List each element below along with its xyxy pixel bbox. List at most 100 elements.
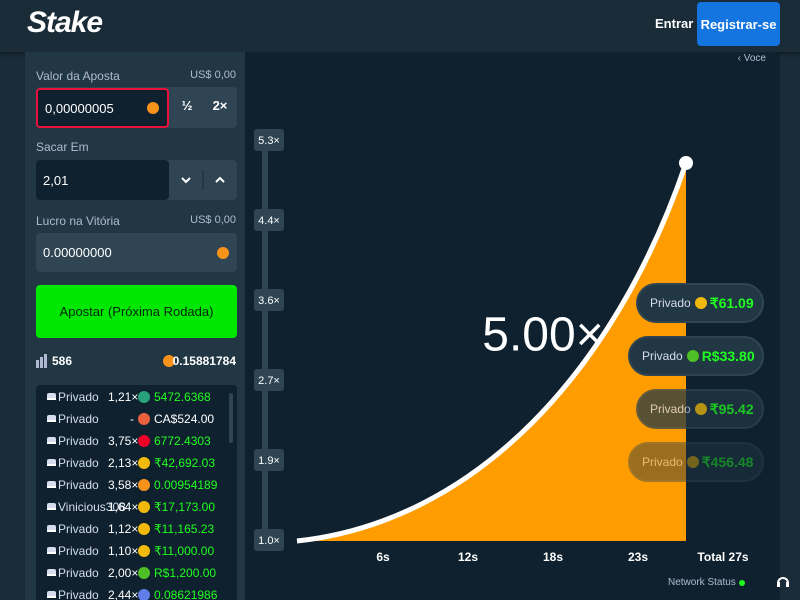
bet-multiplier: 1,10× <box>108 544 139 558</box>
logo[interactable]: Stake <box>27 6 103 39</box>
cashout-bubble: Privado ₹95.42 <box>636 389 764 429</box>
coin-icon <box>163 355 175 367</box>
bet-multiplier: 2,44× <box>108 588 139 600</box>
headset-icon[interactable] <box>776 574 790 588</box>
bet-amount: 0.08621986 <box>154 588 218 600</box>
currency-icon <box>694 403 707 415</box>
profit-label: Lucro na Vitória <box>36 214 120 228</box>
y-label-box <box>254 449 284 471</box>
user-icon <box>47 481 56 488</box>
bet-row: Privado 2,00× R$1,200.00 <box>44 562 237 584</box>
y-label-box <box>254 529 284 551</box>
currency-icon <box>694 297 707 309</box>
user-icon <box>47 591 56 598</box>
y-label: 1.9× <box>258 455 280 467</box>
cashout-label: Sacar Em <box>36 140 89 154</box>
user-icon <box>47 525 56 532</box>
cashout-arrows[interactable] <box>169 160 237 200</box>
bet-row: Privado 1,21× 5472.6368 <box>44 386 237 408</box>
x-label: 12s <box>458 550 478 564</box>
bet-multiplier: 2,13× <box>108 456 139 470</box>
cashout-bubble: Privado R$33.80 <box>628 336 764 376</box>
user-icon <box>47 459 56 466</box>
network-status: Network Status <box>668 577 736 588</box>
multiplier: 5.00× <box>482 309 603 362</box>
header: Stake Entrar Registrar-se <box>0 0 800 52</box>
cashout-user: Privado <box>650 402 691 416</box>
profit-field: 0.00000000 <box>36 233 237 272</box>
bet-amount-input[interactable]: 0,00000005 <box>36 88 169 128</box>
cashout-bubble: Privado ₹61.09 <box>636 283 764 323</box>
user-icon <box>47 547 56 554</box>
bet-amount: 0.00954189 <box>154 478 218 492</box>
back-link[interactable]: ‹ Voce <box>737 53 766 64</box>
login-button[interactable]: Entrar <box>655 16 694 31</box>
register-button[interactable]: Registrar-se <box>697 2 780 46</box>
x-label: 6s <box>376 550 390 564</box>
x-label: 18s <box>543 550 563 564</box>
cashout-amount: ₹61.09 <box>709 294 754 311</box>
y-label-box <box>254 209 284 231</box>
double-button[interactable]: 2× <box>212 98 228 113</box>
bet-multiplier: 1,21× <box>108 390 139 404</box>
bet-row: Privado 2,44× 0.08621986 <box>44 584 237 600</box>
x-label: 23s <box>628 550 648 564</box>
cashout-bubble: Privado ₹456.48 <box>628 442 764 482</box>
players-icon <box>36 354 47 368</box>
crash-graph: 5.00× 5.3× 4.4× 3.6× 2.7× 1.9× 1.0× 6s 12s 18s 23… <box>254 129 749 564</box>
bet-amount: CA$524.00 <box>154 412 215 426</box>
currency-icon <box>138 545 150 557</box>
total-bet: 0.15881784 <box>172 354 236 368</box>
bet-amount: ₹11,165.23 <box>154 522 215 536</box>
currency-icon <box>138 479 150 491</box>
half-button[interactable]: ½ <box>181 98 193 113</box>
bets-list: Privado 1,21× 5472.6368 Privado - CA$524.00 Pr… <box>36 385 237 600</box>
currency-icon <box>138 435 150 447</box>
currency-icon <box>138 589 150 600</box>
bet-user: Privado <box>58 456 99 470</box>
game-area: ‹ Voce 5.00× 5.3× 4.4× 3.6× 2.7× 1.9× 1.0× 6s 1… <box>245 52 780 600</box>
bet-row: Vinicious308 1,64× ₹17,173.00 <box>44 496 237 518</box>
bet-button[interactable]: Apostar (Próxima Rodada) <box>36 285 237 338</box>
cashout-value: 2,01 <box>43 172 69 188</box>
coin-icon <box>147 102 159 114</box>
user-icon <box>47 569 56 576</box>
status-dot <box>739 580 745 586</box>
bet-amount: 6772.4303 <box>154 434 211 448</box>
y-label-box <box>254 289 284 311</box>
currency-icon <box>138 413 150 425</box>
user-icon <box>47 503 56 510</box>
currency-icon <box>138 457 150 469</box>
scrollbar <box>229 393 233 443</box>
bet-user: Privado <box>58 478 99 492</box>
bet-multiplier: 1,12× <box>108 522 139 536</box>
bet-amount: ₹17,173.00 <box>154 500 216 514</box>
bet-user: Privado <box>58 390 99 404</box>
bet-multiplier: 2,00× <box>108 566 139 580</box>
currency-icon <box>686 350 699 362</box>
bet-multiplier: 3,75× <box>108 434 139 448</box>
cashout-user: Privado <box>650 296 691 310</box>
user-icon <box>47 393 56 400</box>
profit-amount: 0.00000000 <box>43 245 112 260</box>
bet-row: Privado 1,10× ₹11,000.00 <box>44 540 237 562</box>
bet-amount: R$1,200.00 <box>154 566 217 580</box>
bet-user: Privado <box>58 522 99 536</box>
cashout-user: Privado <box>642 349 683 363</box>
bet-row: Privado - CA$524.00 <box>44 408 237 430</box>
player-count: 586 <box>52 354 73 368</box>
currency-icon <box>138 567 150 579</box>
bet-amount: 5472.6368 <box>154 390 211 404</box>
bet-row: Privado 2,13× ₹42,692.03 <box>44 452 237 474</box>
bet-multiplier: 3,58× <box>108 478 139 492</box>
cashout-amount: ₹456.48 <box>701 453 754 470</box>
bet-row: Privado 3,75× 6772.4303 <box>44 430 237 452</box>
cashout-input[interactable]: 2,01 <box>36 160 169 200</box>
bet-amount: ₹42,692.03 <box>154 456 216 470</box>
y-label: 4.4× <box>258 215 280 227</box>
bet-row: Privado 1,12× ₹11,165.23 <box>44 518 237 540</box>
bet-panel: Valor da Aposta US$ 0,00 0,00000005 ½ 2×… <box>25 52 245 600</box>
y-label: 1.0× <box>258 535 280 547</box>
bet-user: Privado <box>58 412 99 426</box>
